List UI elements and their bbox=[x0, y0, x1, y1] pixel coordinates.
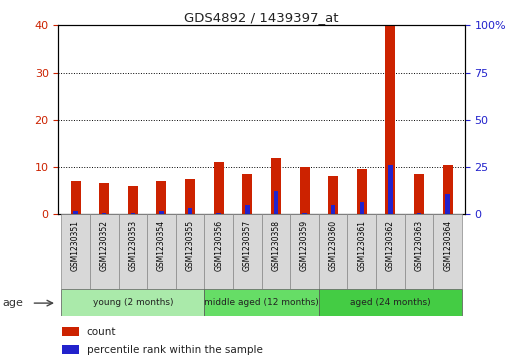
Bar bbox=[233, 214, 262, 289]
Bar bbox=[118, 214, 147, 289]
Bar bbox=[376, 214, 405, 289]
Text: count: count bbox=[87, 327, 116, 337]
Bar bbox=[388, 165, 393, 214]
Bar bbox=[446, 194, 450, 214]
Bar bbox=[131, 213, 135, 214]
Bar bbox=[347, 214, 376, 289]
Bar bbox=[176, 214, 204, 289]
Text: GSM1230364: GSM1230364 bbox=[443, 220, 452, 271]
Text: GSM1230357: GSM1230357 bbox=[243, 220, 252, 271]
Bar bbox=[156, 181, 167, 214]
Bar bbox=[102, 213, 107, 214]
Bar bbox=[290, 214, 319, 289]
Bar bbox=[204, 289, 319, 316]
Bar bbox=[204, 214, 233, 289]
Bar bbox=[62, 346, 79, 354]
Bar bbox=[73, 211, 78, 214]
Bar bbox=[262, 214, 290, 289]
Bar bbox=[62, 327, 79, 336]
Bar bbox=[328, 176, 338, 214]
Bar bbox=[271, 158, 281, 214]
Text: GSM1230351: GSM1230351 bbox=[71, 220, 80, 271]
Bar bbox=[216, 213, 221, 214]
Text: GSM1230353: GSM1230353 bbox=[129, 220, 137, 271]
Text: GSM1230355: GSM1230355 bbox=[185, 220, 195, 271]
Bar bbox=[433, 214, 462, 289]
Bar bbox=[360, 202, 364, 214]
Bar bbox=[414, 174, 424, 214]
Text: GSM1230358: GSM1230358 bbox=[271, 220, 280, 271]
Text: GSM1230354: GSM1230354 bbox=[157, 220, 166, 271]
Bar bbox=[61, 289, 204, 316]
Bar bbox=[405, 214, 433, 289]
Bar bbox=[128, 186, 138, 214]
Text: GDS4892 / 1439397_at: GDS4892 / 1439397_at bbox=[184, 11, 339, 24]
Bar bbox=[274, 191, 278, 214]
Bar bbox=[159, 211, 164, 214]
Text: percentile rank within the sample: percentile rank within the sample bbox=[87, 345, 263, 355]
Bar bbox=[386, 25, 395, 214]
Text: GSM1230363: GSM1230363 bbox=[415, 220, 424, 271]
Bar bbox=[185, 179, 195, 214]
Bar bbox=[245, 205, 249, 214]
Text: age: age bbox=[3, 298, 23, 308]
Bar bbox=[319, 289, 462, 316]
Bar bbox=[90, 214, 118, 289]
Bar bbox=[242, 174, 252, 214]
Text: GSM1230361: GSM1230361 bbox=[357, 220, 366, 271]
Text: middle aged (12 months): middle aged (12 months) bbox=[204, 298, 319, 307]
Text: GSM1230359: GSM1230359 bbox=[300, 220, 309, 271]
Bar bbox=[71, 181, 81, 214]
Bar bbox=[300, 167, 309, 214]
Text: young (2 months): young (2 months) bbox=[92, 298, 173, 307]
Bar bbox=[319, 214, 347, 289]
Text: GSM1230360: GSM1230360 bbox=[329, 220, 338, 271]
Bar bbox=[331, 205, 335, 214]
Text: GSM1230362: GSM1230362 bbox=[386, 220, 395, 271]
Bar bbox=[417, 213, 421, 214]
Text: GSM1230356: GSM1230356 bbox=[214, 220, 223, 271]
Bar bbox=[442, 165, 453, 214]
Bar bbox=[147, 214, 176, 289]
Text: GSM1230352: GSM1230352 bbox=[100, 220, 109, 271]
Bar bbox=[188, 208, 193, 214]
Bar bbox=[99, 184, 109, 214]
Bar bbox=[357, 169, 367, 214]
Bar bbox=[61, 214, 90, 289]
Text: aged (24 months): aged (24 months) bbox=[350, 298, 431, 307]
Bar bbox=[302, 213, 307, 214]
Bar bbox=[214, 162, 224, 214]
